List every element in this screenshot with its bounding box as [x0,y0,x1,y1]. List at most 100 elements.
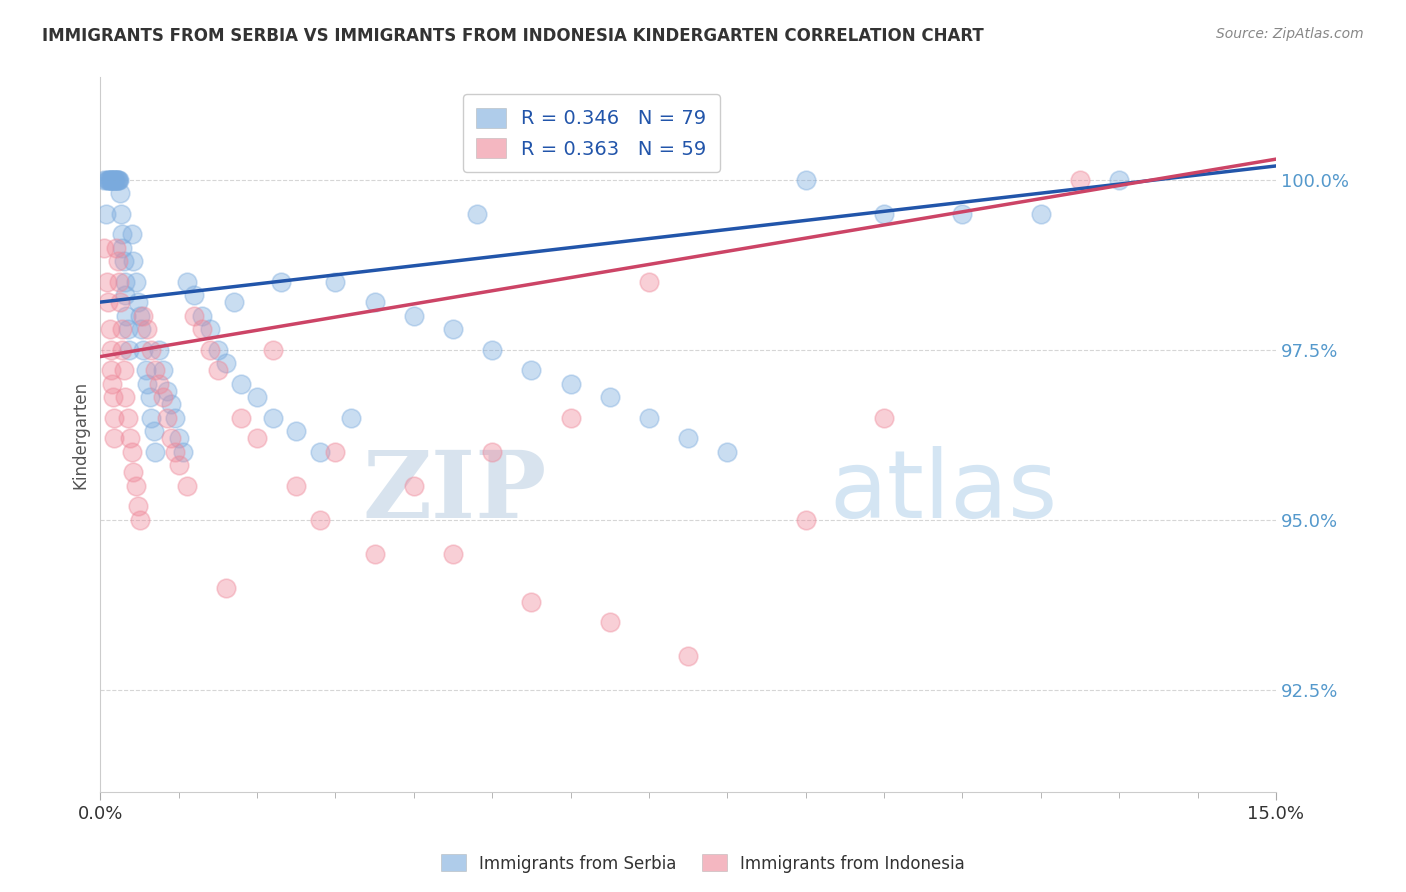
Point [101,172,124,186]
Point [231,410,253,425]
Point [128,309,150,323]
Point [638,275,661,289]
Point [132,343,155,357]
Point [676,649,699,664]
Point [198,343,221,357]
Point [97,295,120,310]
Point [110,322,132,336]
Point [112,363,135,377]
Point [270,275,292,289]
Point [215,581,238,595]
Point [143,363,166,377]
Point [96,275,118,289]
Point [1108,172,1130,186]
Point [108,275,131,289]
Point [100,363,122,377]
Point [207,343,229,357]
Point [141,410,163,425]
Point [160,431,183,445]
Point [167,431,190,445]
Point [163,410,186,425]
Point [325,275,347,289]
Point [560,376,582,391]
Point [191,309,214,323]
Point [105,172,128,186]
Point [132,309,155,323]
Point [94,206,117,220]
Point [127,295,149,310]
Point [135,363,157,377]
Point [117,322,139,336]
Point [176,275,198,289]
Point [246,391,269,405]
Point [112,254,135,268]
Point [110,206,132,220]
Point [101,172,124,186]
Point [520,595,543,609]
Point [716,445,738,459]
Point [148,376,170,391]
Point [121,227,143,241]
Point [138,391,160,405]
Point [152,363,174,377]
Point [308,513,330,527]
Point [363,547,385,561]
Point [114,288,136,302]
Point [103,172,125,186]
Point [136,322,159,336]
Point [156,410,179,425]
Point [98,172,121,186]
Point [441,547,464,561]
Point [638,410,661,425]
Point [599,615,621,629]
Point [107,254,129,268]
Point [285,479,308,493]
Point [108,295,131,310]
Point [222,295,245,310]
Point [107,172,129,186]
Point [136,376,159,391]
Point [105,172,128,186]
Point [794,172,817,186]
Point [128,513,150,527]
Text: Source: ZipAtlas.com: Source: ZipAtlas.com [1216,27,1364,41]
Legend: Immigrants from Serbia, Immigrants from Indonesia: Immigrants from Serbia, Immigrants from … [434,847,972,880]
Point [100,172,122,186]
Point [152,391,174,405]
Point [340,410,363,425]
Text: atlas: atlas [830,446,1057,538]
Point [124,275,146,289]
Point [215,356,238,370]
Point [141,343,163,357]
Point [198,322,221,336]
Point [325,445,347,459]
Point [101,391,124,405]
Point [183,309,205,323]
Point [167,458,190,473]
Point [873,206,896,220]
Point [121,445,143,459]
Point [262,343,284,357]
Point [163,445,186,459]
Point [873,410,896,425]
Point [231,376,253,391]
Point [1029,206,1052,220]
Y-axis label: Kindergarten: Kindergarten [72,381,89,489]
Point [98,322,121,336]
Point [108,186,131,201]
Point [560,410,582,425]
Point [114,391,136,405]
Point [246,431,269,445]
Point [183,288,205,302]
Point [108,172,131,186]
Legend: R = 0.346   N = 79, R = 0.363   N = 59: R = 0.346 N = 79, R = 0.363 N = 59 [463,95,720,172]
Point [441,322,464,336]
Text: ZIP: ZIP [363,447,547,537]
Point [110,227,132,241]
Point [676,431,699,445]
Point [363,295,385,310]
Point [122,465,145,479]
Point [111,343,134,357]
Point [98,172,121,186]
Point [160,397,183,411]
